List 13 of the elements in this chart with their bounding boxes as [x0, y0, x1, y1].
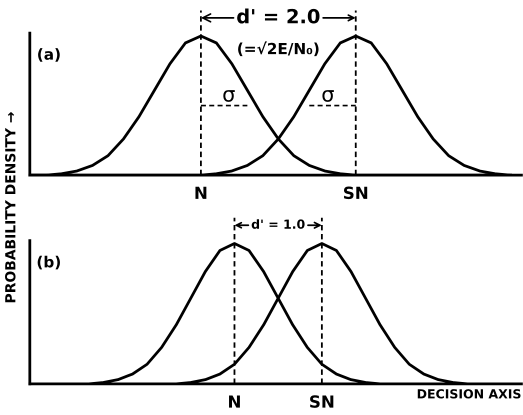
- text: d' = 1.0: [252, 219, 305, 229]
- x-tick-label: N: [195, 186, 206, 199]
- x-axis-title: DECISION AXIS: [418, 389, 521, 399]
- annotation: σ: [223, 90, 235, 102]
- x-tick-label: SN: [344, 186, 368, 200]
- x-tick-label: N: [229, 396, 240, 408]
- annotation: (a): [38, 48, 60, 62]
- annotation: (=√2E/N₀): [238, 41, 319, 56]
- y-axis-title: PROBABILITY DENSITY →: [5, 112, 16, 302]
- text: d' = 2.0: [237, 8, 320, 24]
- annotation: σ: [322, 90, 334, 102]
- x-tick-label: SN: [310, 395, 334, 408]
- annotation: (b): [38, 256, 60, 270]
